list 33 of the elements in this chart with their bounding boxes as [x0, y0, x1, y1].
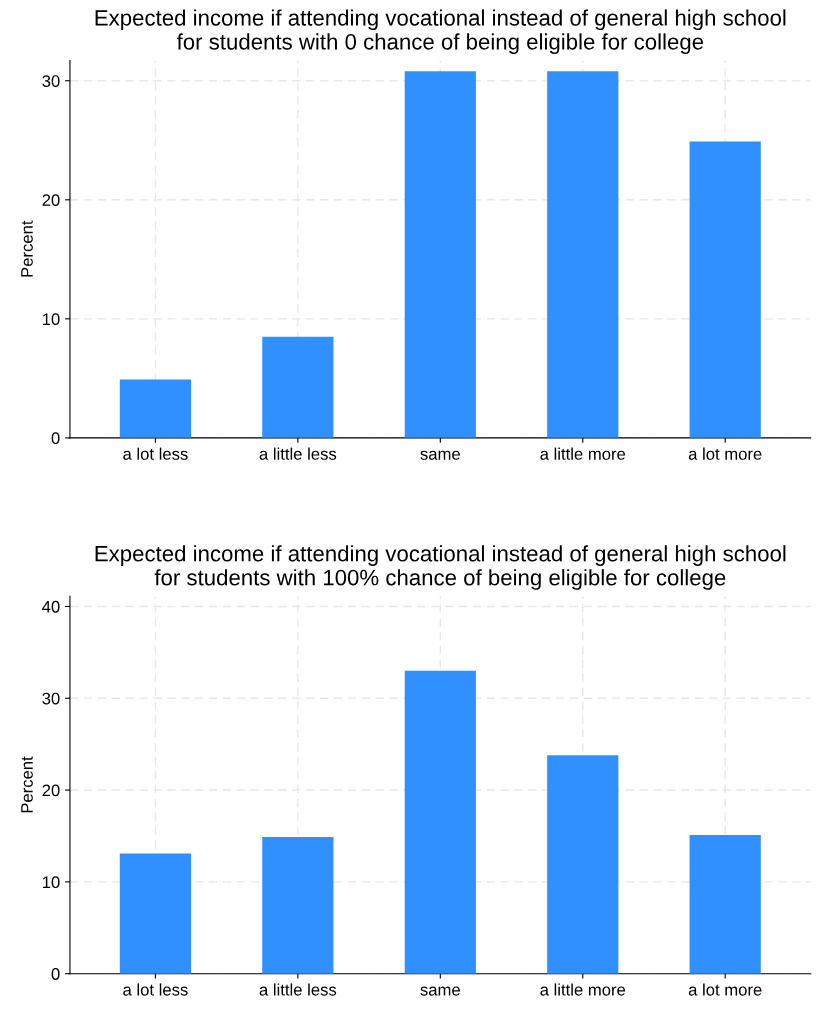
x-tick-label: same: [420, 986, 460, 996]
bar: [404, 71, 476, 438]
chart-title: Expected income if attending vocational instead of general high school for students with 0 chance of being eligible for college: [95, 9, 786, 55]
y-axis-title: Percent: [21, 756, 33, 813]
x-tick-label: a little less: [259, 447, 337, 460]
x-tick-label: a little more: [540, 983, 626, 996]
chart-title: Expected income if attending vocational instead of general high school for students with 100% chance of being eligible for college: [95, 545, 786, 590]
y-tick-label: 30: [42, 692, 60, 705]
x-tick-label: a little more: [540, 447, 626, 460]
y-tick-label: 0: [51, 432, 60, 445]
bar: [547, 71, 619, 438]
x-tick-label: a lot less: [123, 447, 188, 460]
bar: [547, 755, 619, 974]
bar: [262, 836, 334, 974]
bar: [689, 141, 761, 438]
y-tick-label: 40: [42, 600, 60, 613]
bar: [262, 336, 334, 438]
y-tick-label: 30: [42, 75, 60, 87]
bar: [119, 853, 192, 974]
x-tick-label: a little less: [259, 983, 337, 996]
x-tick-label: a lot more: [688, 983, 762, 996]
y-tick-label: 10: [42, 313, 60, 326]
y-tick-label: 20: [42, 194, 60, 207]
y-tick-label: 10: [42, 876, 60, 889]
x-tick-label: same: [420, 450, 460, 460]
x-tick-label: a lot more: [688, 447, 762, 460]
y-axis-title: Percent: [21, 220, 33, 277]
x-tick-label: a lot less: [123, 983, 188, 996]
bar: [689, 835, 761, 974]
y-tick-label: 20: [42, 784, 60, 797]
y-tick-label: 0: [51, 968, 60, 980]
bar: [404, 670, 476, 974]
bar: [119, 379, 192, 438]
